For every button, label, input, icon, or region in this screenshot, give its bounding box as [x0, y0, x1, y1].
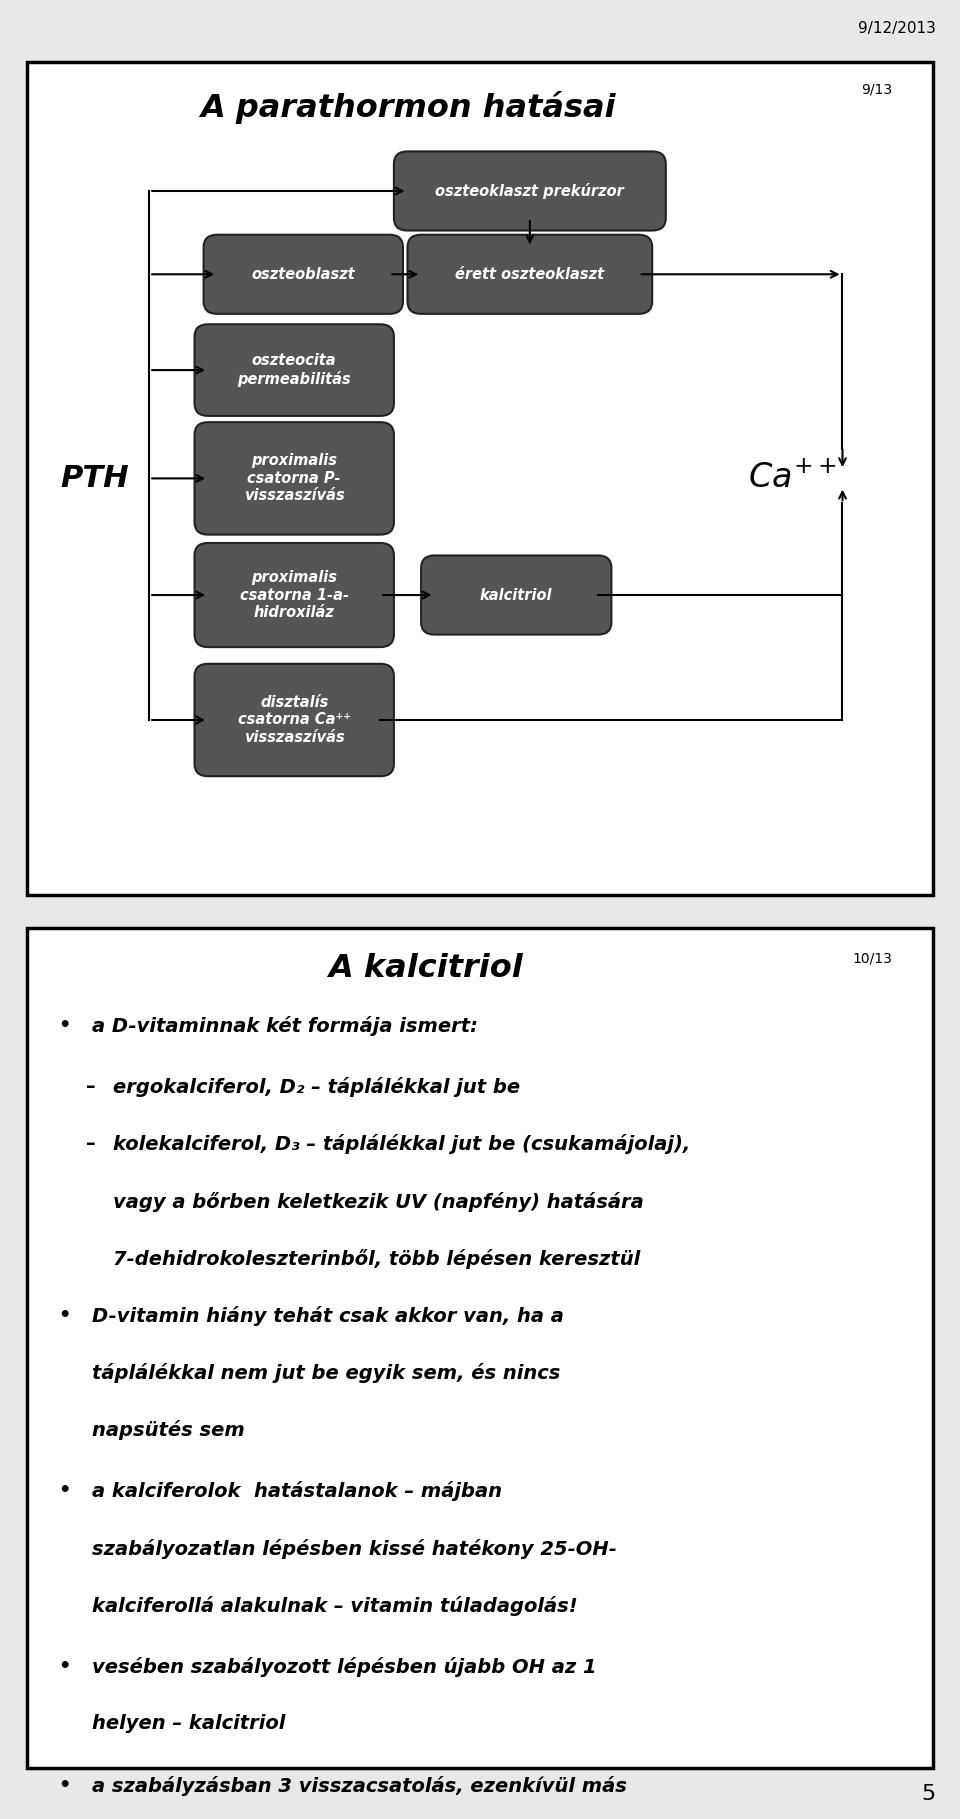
Text: •: • [59, 1657, 71, 1675]
Text: 5: 5 [922, 1784, 936, 1804]
Text: –: – [85, 1077, 95, 1097]
Text: a szabályzásban 3 visszacsatolás, ezenkívül más: a szabályzásban 3 visszacsatolás, ezenkí… [92, 1775, 627, 1795]
Text: disztalís
csatorna Ca⁺⁺
visszaszívás: disztalís csatorna Ca⁺⁺ visszaszívás [238, 695, 350, 746]
Text: 10/13: 10/13 [852, 951, 893, 966]
Text: táplálékkal nem jut be egyik sem, és nincs: táplálékkal nem jut be egyik sem, és nin… [92, 1362, 561, 1382]
Text: proximalis
csatorna P-
visszaszívás: proximalis csatorna P- visszaszívás [244, 453, 345, 504]
Text: proximalis
csatorna 1-a-
hidroxiláz: proximalis csatorna 1-a- hidroxiláz [240, 569, 348, 620]
Text: napsütés sem: napsütés sem [92, 1421, 245, 1441]
Text: 7-dehidrokoleszterinből, több lépésen keresztül: 7-dehidrokoleszterinből, több lépésen ke… [113, 1248, 640, 1268]
Text: –: – [85, 1135, 95, 1153]
Text: D-vitamin hiány tehát csak akkor van, ha a: D-vitamin hiány tehát csak akkor van, ha… [92, 1306, 564, 1326]
FancyBboxPatch shape [195, 542, 394, 648]
Text: oszteocita
permeabilitás: oszteocita permeabilitás [237, 353, 351, 387]
Text: oszteoblaszt: oszteoblaszt [252, 267, 355, 282]
Text: vesében szabályozott lépésben újabb OH az 1: vesében szabályozott lépésben újabb OH a… [92, 1657, 597, 1677]
Text: A kalcitriol: A kalcitriol [328, 953, 523, 984]
Text: •: • [59, 1775, 71, 1795]
Text: 9/13: 9/13 [861, 82, 893, 96]
FancyBboxPatch shape [195, 324, 394, 417]
Text: szabályozatlan lépésben kissé hatékony 25-OH-: szabályozatlan lépésben kissé hatékony 2… [92, 1539, 617, 1559]
Text: 9/12/2013: 9/12/2013 [858, 22, 936, 36]
FancyBboxPatch shape [394, 151, 666, 231]
FancyBboxPatch shape [421, 555, 612, 635]
Text: •: • [59, 1481, 71, 1501]
FancyBboxPatch shape [407, 235, 652, 315]
Text: A parathormon hatásai: A parathormon hatásai [200, 91, 615, 124]
Text: vagy a bőrben keletkezik UV (napfény) hatására: vagy a bőrben keletkezik UV (napfény) ha… [113, 1191, 644, 1211]
Text: érett oszteoklaszt: érett oszteoklaszt [455, 267, 605, 282]
Text: PTH: PTH [60, 464, 130, 493]
Text: •: • [59, 1306, 71, 1324]
FancyBboxPatch shape [27, 928, 933, 1768]
Text: a D-vitaminnak két formája ismert:: a D-vitaminnak két formája ismert: [92, 1017, 478, 1037]
FancyBboxPatch shape [195, 422, 394, 535]
FancyBboxPatch shape [204, 235, 403, 315]
Text: kalciferollá alakulnak – vitamin túladagolás!: kalciferollá alakulnak – vitamin túladag… [92, 1595, 578, 1615]
Text: kolekalciferol, D₃ – táplálékkal jut be (csukamájolaj),: kolekalciferol, D₃ – táplálékkal jut be … [113, 1135, 690, 1155]
Text: oszteoklaszt prekúrzor: oszteoklaszt prekúrzor [436, 184, 624, 198]
Text: helyen – kalcitriol: helyen – kalcitriol [92, 1713, 285, 1734]
Text: ergokalciferol, D₂ – táplálékkal jut be: ergokalciferol, D₂ – táplálékkal jut be [113, 1077, 520, 1097]
FancyBboxPatch shape [195, 664, 394, 777]
Text: a kalciferolok  hatástalanok – májban: a kalciferolok hatástalanok – májban [92, 1481, 502, 1501]
Text: •: • [59, 1017, 71, 1035]
FancyBboxPatch shape [27, 62, 933, 895]
Text: $\mathit{Ca}^{++}$: $\mathit{Ca}^{++}$ [749, 462, 837, 495]
Text: kalcitriol: kalcitriol [480, 588, 553, 602]
